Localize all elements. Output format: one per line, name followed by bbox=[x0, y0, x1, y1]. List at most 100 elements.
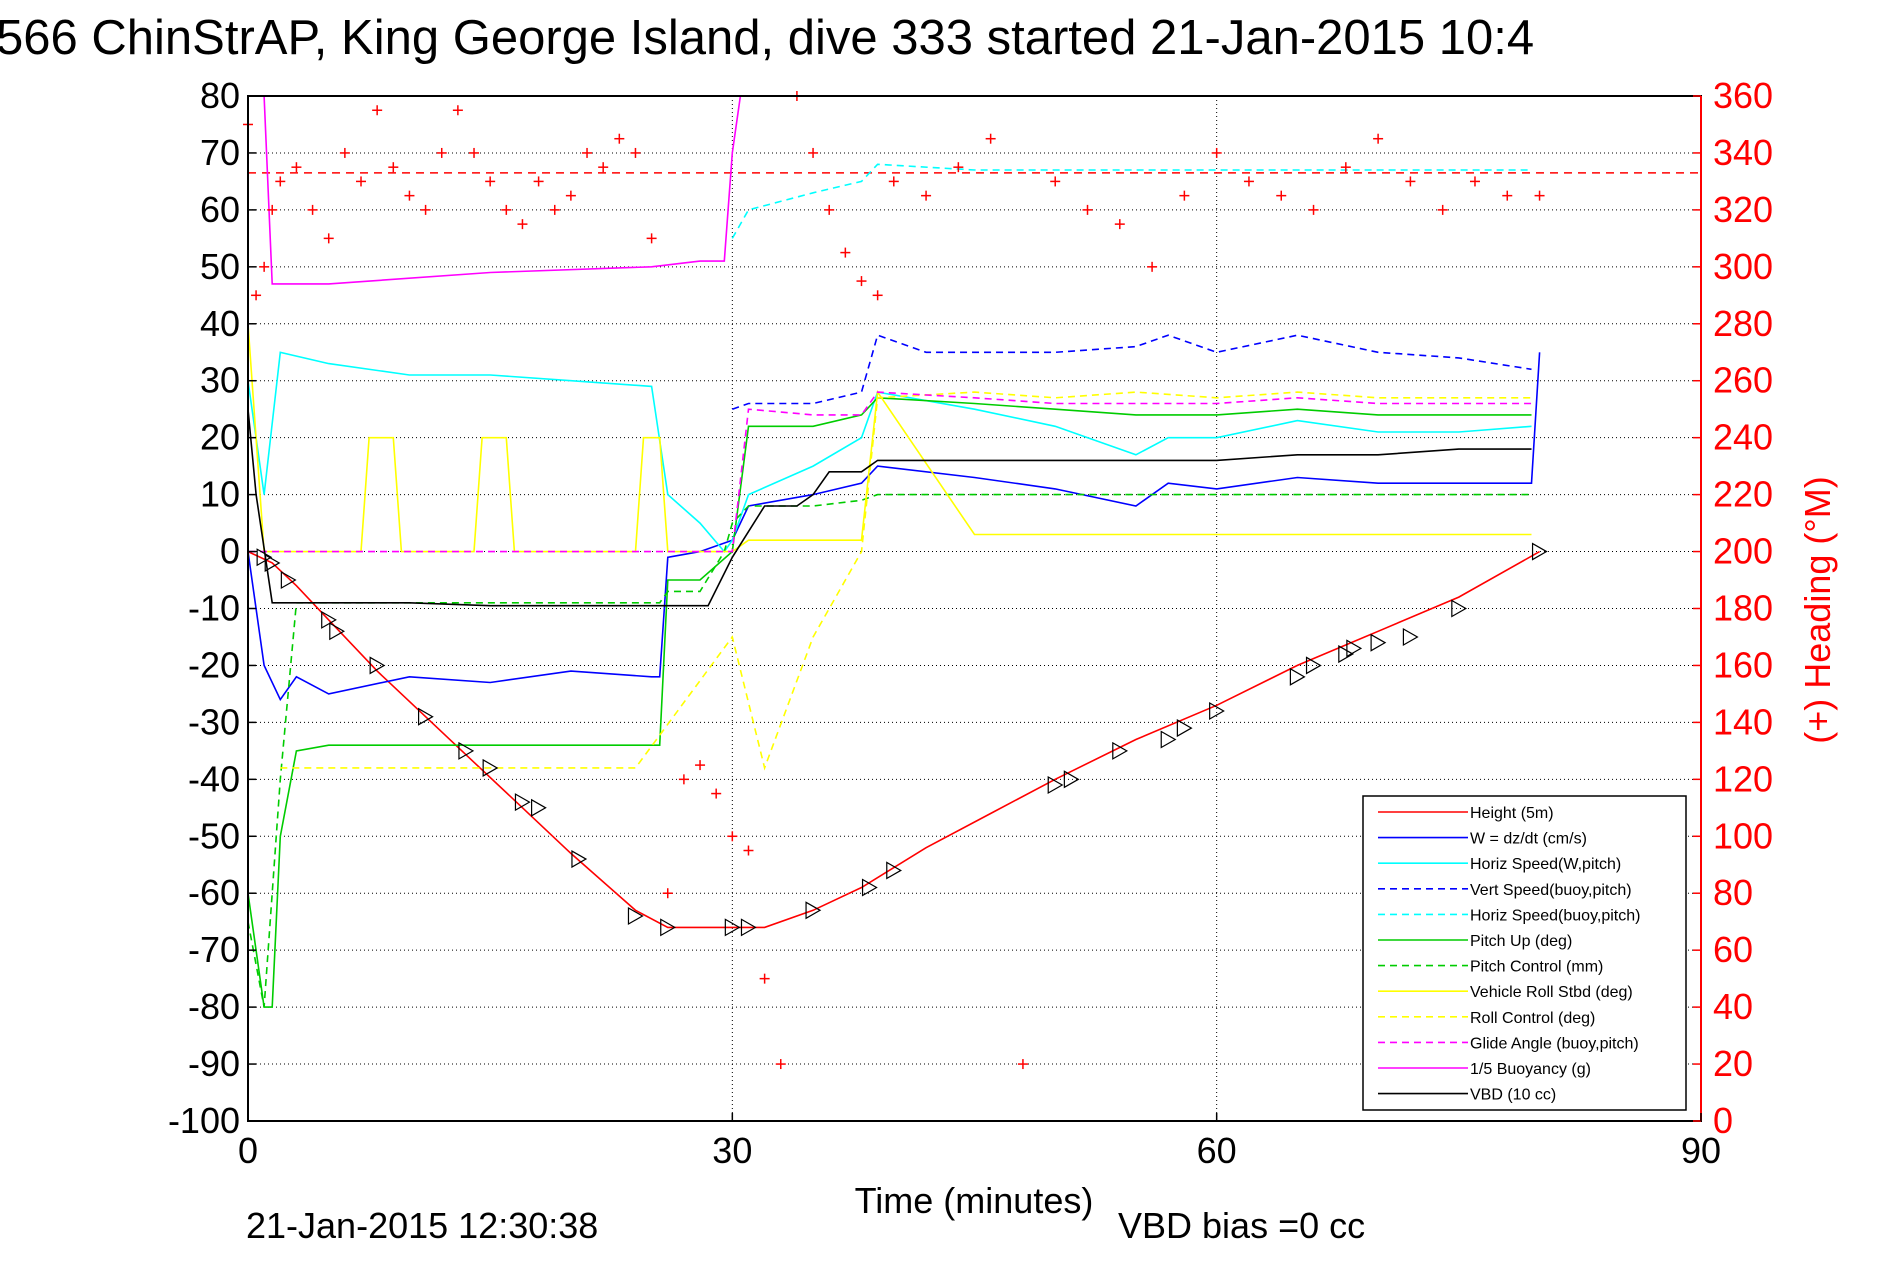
y-tick-label: 80 bbox=[200, 75, 240, 116]
heading-point bbox=[1082, 204, 1093, 215]
direction-marker bbox=[369, 656, 386, 675]
legend-label: Pitch Control (mm) bbox=[1470, 959, 1603, 976]
series-1-5-buoyancy-g bbox=[248, 95, 742, 285]
x-tick-label: 0 bbox=[238, 1130, 258, 1171]
y-tick-label: -10 bbox=[188, 588, 240, 629]
y-axis-right-label: (+) Heading (°M) bbox=[1797, 476, 1838, 743]
direction-marker bbox=[1047, 775, 1064, 795]
heading-point bbox=[1469, 176, 1480, 187]
y-right-tick-label: 360 bbox=[1713, 75, 1773, 116]
legend-label: Pitch Up (deg) bbox=[1470, 933, 1572, 950]
heading-point bbox=[251, 290, 262, 301]
heading-point bbox=[1179, 190, 1190, 201]
direction-marker bbox=[1531, 542, 1548, 561]
heading-point bbox=[404, 190, 415, 201]
heading-point bbox=[356, 176, 367, 187]
y-tick-label: -40 bbox=[188, 758, 240, 799]
heading-point bbox=[808, 147, 819, 158]
legend-label: Roll Control (deg) bbox=[1470, 1010, 1595, 1027]
x-tick-label: 90 bbox=[1681, 1130, 1721, 1171]
direction-marker bbox=[627, 906, 644, 926]
legend-items: Height (5m) W = dz/dt (cm/s) Horiz Speed(W… bbox=[1378, 805, 1640, 1104]
heading-point bbox=[856, 276, 867, 287]
heading-point bbox=[388, 162, 399, 173]
heading-point bbox=[323, 233, 334, 244]
y-right-tick-label: 160 bbox=[1713, 644, 1773, 685]
y-right-tick-label: 180 bbox=[1713, 588, 1773, 629]
direction-marker bbox=[660, 918, 676, 937]
heading-point bbox=[420, 204, 431, 215]
heading-point bbox=[598, 162, 609, 173]
y-tick-label: -60 bbox=[188, 872, 240, 913]
legend-item: 1/5 Buoyancy (g) bbox=[1378, 1061, 1591, 1078]
heading-markers bbox=[243, 91, 1545, 1070]
direction-marker bbox=[740, 918, 757, 937]
direction-marker bbox=[256, 548, 273, 567]
legend-item: VBD (10 cc) bbox=[1378, 1087, 1556, 1104]
heading-point bbox=[1437, 204, 1448, 215]
heading-point bbox=[469, 147, 480, 158]
series-roll-control-deg bbox=[280, 391, 1532, 771]
direction-marker bbox=[805, 901, 822, 920]
legend-label: W = dz/dt (cm/s) bbox=[1470, 831, 1587, 848]
legend-label: Horiz Speed(buoy,pitch) bbox=[1470, 907, 1640, 924]
heading-point bbox=[1308, 204, 1319, 215]
y-right-tick-label: 320 bbox=[1713, 189, 1773, 230]
series-height-5m bbox=[247, 550, 1540, 929]
direction-marker bbox=[1346, 639, 1363, 658]
direction-marker bbox=[1112, 741, 1129, 760]
direction-marker bbox=[1160, 730, 1177, 749]
heading-point bbox=[1211, 147, 1222, 158]
heading-point bbox=[267, 204, 278, 215]
y-tick-label: -70 bbox=[188, 929, 240, 970]
direction-marker bbox=[1402, 627, 1419, 647]
heading-point bbox=[1017, 1059, 1028, 1070]
direction-marker bbox=[1209, 701, 1225, 721]
series-pitch-up-deg bbox=[247, 396, 1532, 1008]
heading-point bbox=[339, 147, 350, 158]
direction-marker bbox=[329, 622, 346, 641]
x-axis: 0 30 60 90 bbox=[238, 1113, 1721, 1171]
legend-item: Horiz Speed(buoy,pitch) bbox=[1378, 907, 1640, 924]
legend-label: VBD (10 cc) bbox=[1470, 1087, 1556, 1104]
chart-title: 566 ChinStrAP, King George Island, dive … bbox=[0, 11, 1534, 65]
direction-marker bbox=[1370, 633, 1387, 652]
heading-point bbox=[985, 133, 996, 144]
heading-point bbox=[630, 147, 641, 158]
heading-point bbox=[485, 176, 496, 187]
y-right-tick-label: 220 bbox=[1713, 474, 1773, 515]
heading-point bbox=[1340, 162, 1351, 173]
y-tick-label: 20 bbox=[200, 417, 240, 458]
heading-point bbox=[1050, 176, 1061, 187]
y-tick-label: 10 bbox=[200, 474, 240, 515]
heading-point bbox=[533, 176, 544, 187]
heading-point bbox=[1147, 261, 1158, 272]
direction-marker bbox=[530, 798, 547, 817]
series-horiz-speed-w-pitch bbox=[247, 351, 1532, 553]
direction-marker bbox=[1063, 770, 1080, 789]
y-right-tick-label: 60 bbox=[1713, 929, 1753, 970]
y-right-tick-label: 240 bbox=[1713, 417, 1773, 458]
direction-marker bbox=[724, 918, 741, 937]
heading-point bbox=[582, 147, 593, 158]
heading-point bbox=[1502, 190, 1513, 201]
direction-marker bbox=[264, 553, 281, 572]
heading-point bbox=[695, 760, 706, 771]
legend-item: Roll Control (deg) bbox=[1378, 1010, 1595, 1027]
heading-point bbox=[275, 176, 286, 187]
heading-point bbox=[953, 162, 964, 173]
heading-point bbox=[921, 190, 932, 201]
heading-point bbox=[888, 176, 899, 187]
series-w-dz-dt-cm-s bbox=[247, 352, 1541, 702]
legend-item: Pitch Control (mm) bbox=[1378, 959, 1603, 976]
y-axis-left: 80 70 60 50 40 30 20 10 0 -10 -20 -30 -40 -50 -60 -70 -8… bbox=[168, 75, 256, 1141]
y-tick-label: 40 bbox=[200, 303, 240, 344]
y-right-tick-label: 0 bbox=[1713, 1100, 1733, 1141]
heading-point bbox=[1114, 219, 1125, 230]
series-vbd-10-cc bbox=[247, 409, 1532, 607]
y-tick-label: 60 bbox=[200, 189, 240, 230]
footer-timestamp: 21-Jan-2015 12:30:38 bbox=[246, 1205, 598, 1246]
legend-label: Vehicle Roll Stbd (deg) bbox=[1470, 984, 1633, 1001]
series-vert-speed-buoy-pitch bbox=[732, 334, 1532, 410]
heading-point bbox=[452, 105, 463, 116]
